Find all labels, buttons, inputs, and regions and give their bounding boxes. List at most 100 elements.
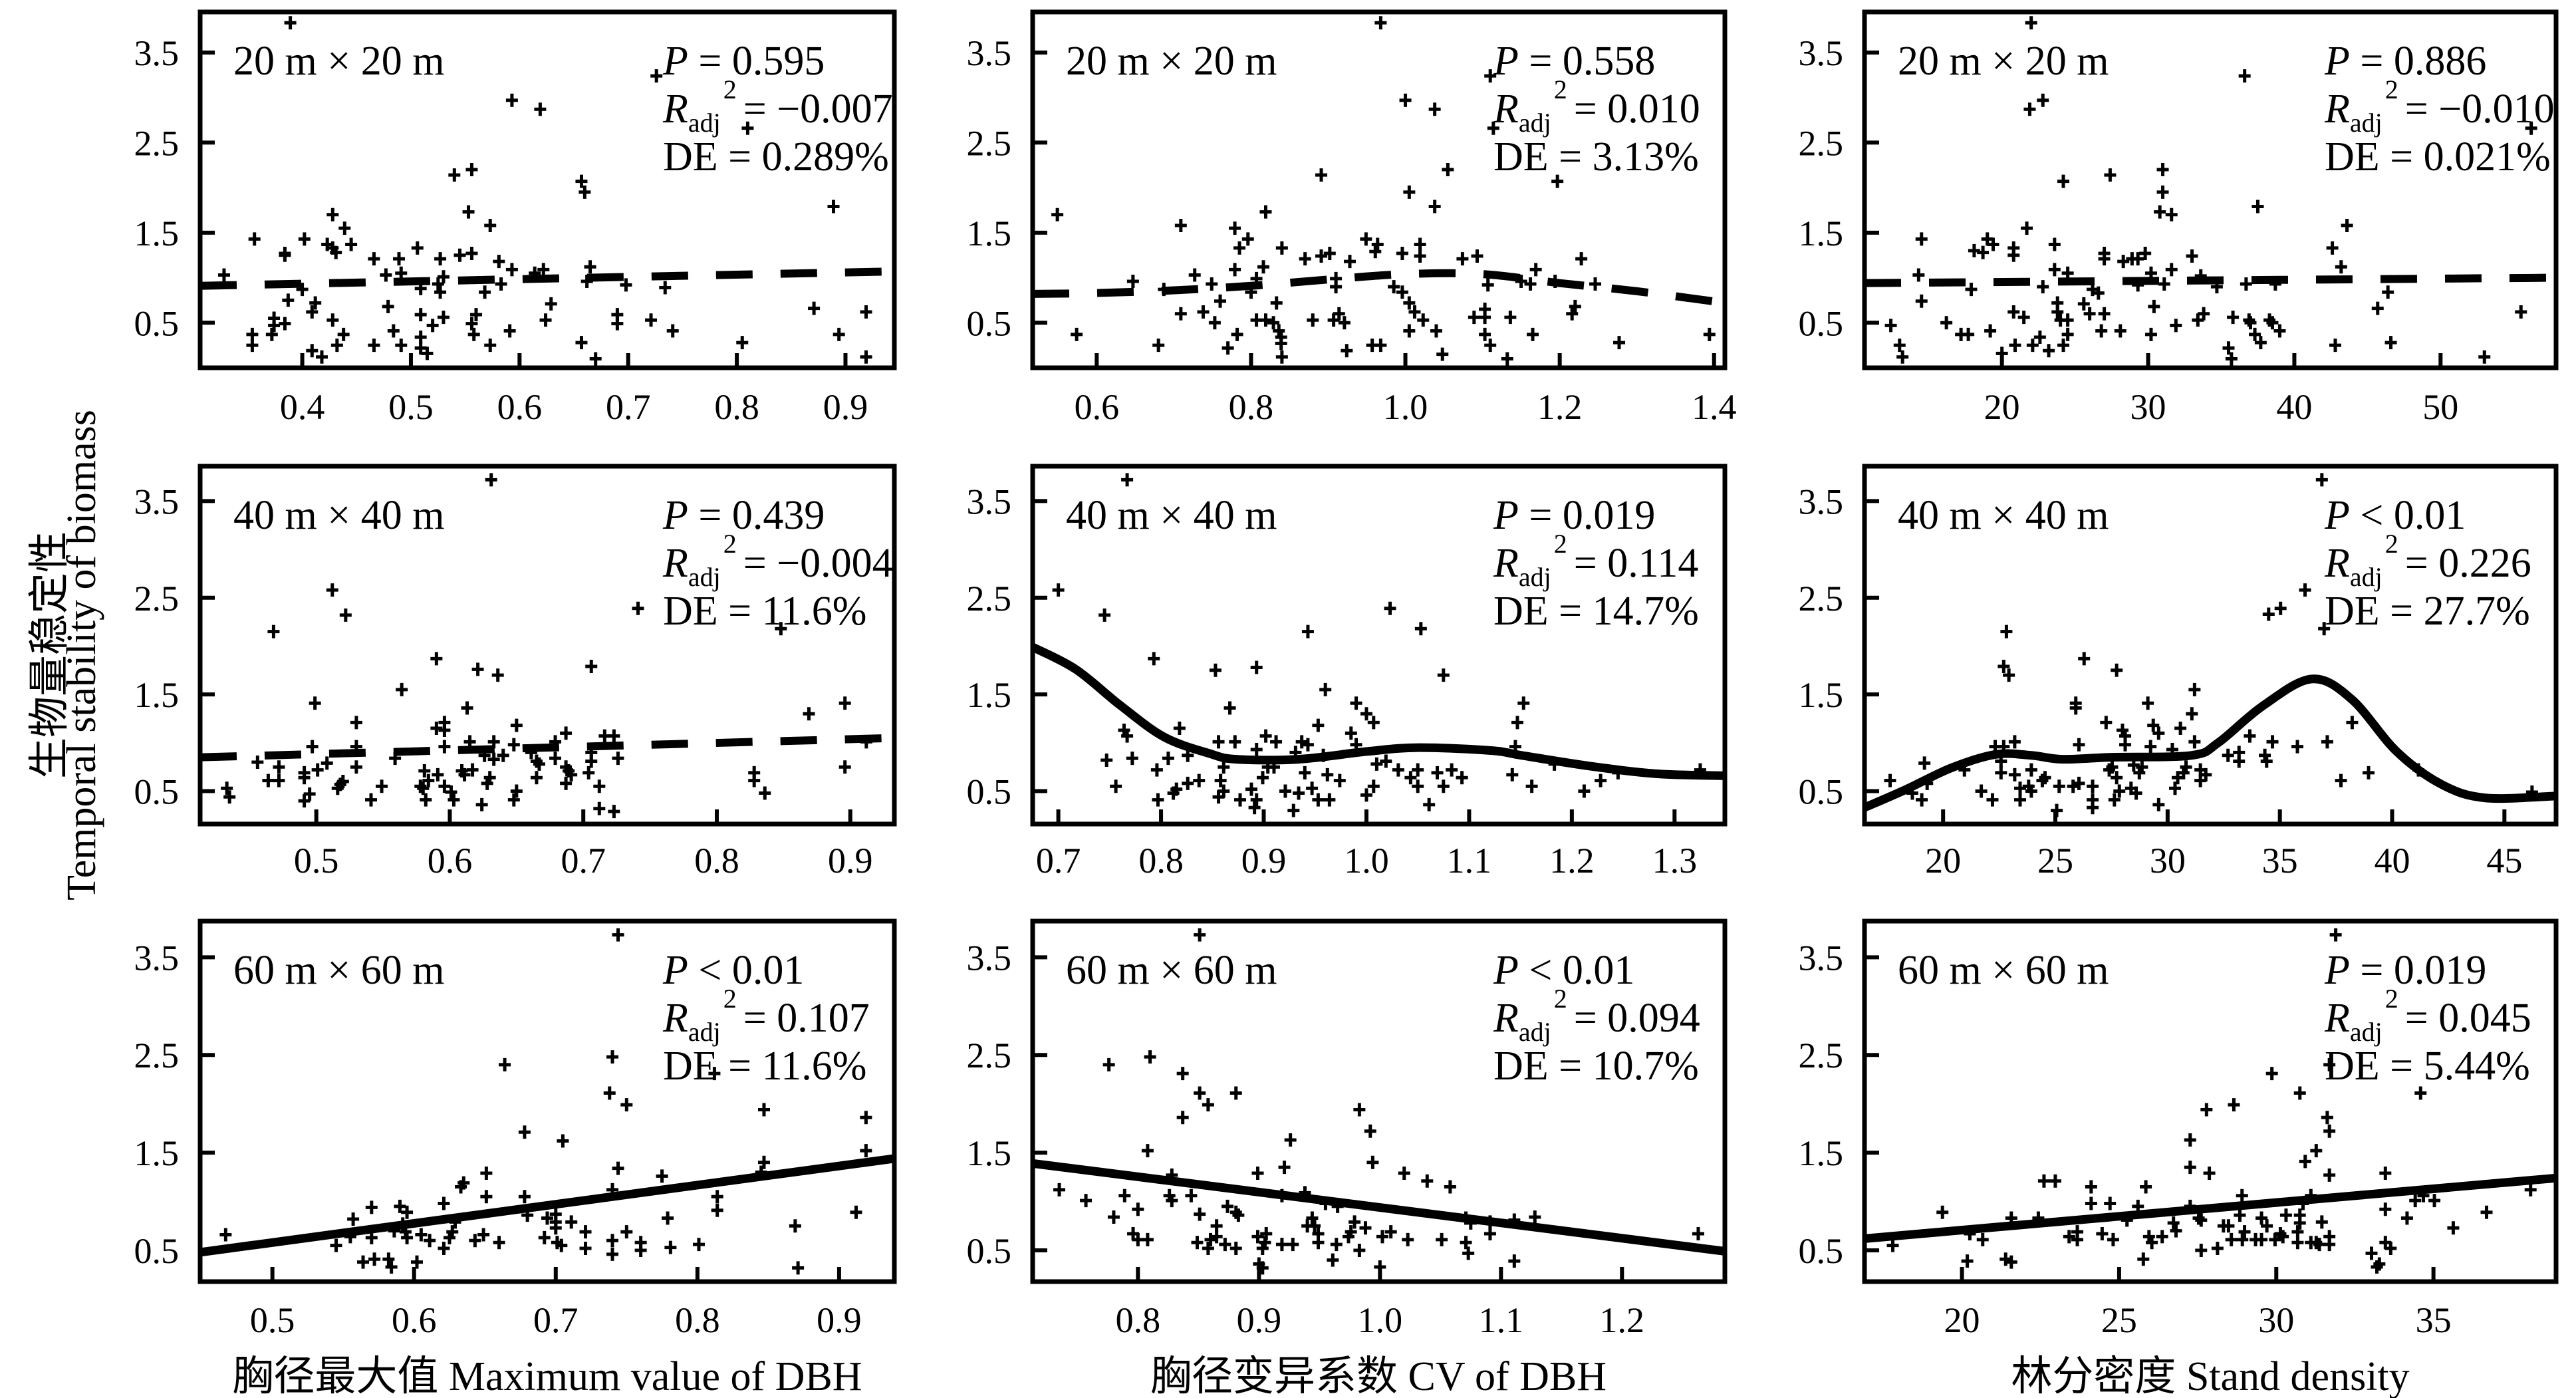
data-point — [1345, 726, 1357, 740]
stat-r-symbol: R — [2324, 541, 2350, 586]
y-tick-label: 2.5 — [134, 123, 180, 163]
data-point — [1341, 344, 1353, 358]
data-point — [2236, 1188, 2248, 1202]
data-point — [1414, 622, 1427, 636]
data-point — [1321, 768, 1334, 781]
data-point — [1595, 773, 1607, 787]
data-point — [1343, 255, 1356, 269]
data-point — [575, 174, 588, 188]
data-point — [2255, 1211, 2268, 1225]
stat-p-value: P < 0.01 — [1493, 948, 1634, 993]
x-tick-label: 0.8 — [714, 387, 759, 427]
data-point — [309, 296, 322, 310]
stat-p-value: P = 0.439 — [662, 493, 825, 538]
data-point — [2382, 285, 2394, 299]
data-point — [1399, 93, 1412, 107]
data-point — [2021, 221, 2033, 235]
data-point — [2073, 776, 2085, 790]
data-point — [1256, 771, 1269, 785]
data-point — [1222, 1199, 1234, 1213]
data-point — [1569, 299, 1581, 313]
data-point — [453, 248, 466, 262]
data-point — [1148, 652, 1160, 666]
x-tick-label: 0.7 — [1036, 841, 1081, 881]
data-points — [1884, 473, 2538, 817]
data-point — [2192, 313, 2204, 327]
stat-r2-adj: Radj2 = −0.004 — [662, 529, 893, 592]
data-point — [1333, 773, 1346, 787]
data-point — [282, 293, 295, 307]
data-point — [2111, 771, 2123, 785]
data-point — [608, 805, 620, 819]
data-point — [2023, 102, 2036, 116]
data-point — [736, 336, 749, 350]
data-point — [1194, 1086, 1206, 1100]
data-point — [2363, 766, 2375, 779]
data-point — [2026, 339, 2039, 352]
y-tick-label: 1.5 — [1799, 1133, 1844, 1173]
fit-line — [1865, 674, 2556, 812]
data-point — [1436, 1232, 1448, 1246]
data-point — [860, 1111, 872, 1125]
data-point — [2200, 1103, 2213, 1117]
data-point — [1209, 663, 1222, 677]
y-tick-label: 1.5 — [1799, 213, 1844, 253]
data-point — [2524, 1183, 2537, 1196]
stat-p-value: P < 0.01 — [662, 948, 804, 993]
data-point — [2096, 1227, 2109, 1241]
panel-density-60: 20 25 30 35 0.5 1.5 2.5 3.5 60 m × 60 m P = 0.019… — [1799, 918, 2559, 1340]
data-point — [666, 324, 679, 338]
x-tick-label: 20 — [1984, 387, 2020, 427]
data-point — [2346, 716, 2359, 730]
data-point — [1275, 1238, 1288, 1252]
y-tick-label: 2.5 — [967, 123, 1012, 163]
data-point — [1229, 735, 1241, 749]
data-point — [387, 324, 400, 338]
data-point — [2222, 1219, 2235, 1233]
data-point — [424, 1234, 436, 1248]
stat-r2-adj: Radj2 = 0.094 — [1493, 984, 1700, 1047]
data-point — [1330, 280, 1343, 294]
data-point — [2014, 793, 2026, 807]
stat-r2-adj: Radj2 = 0.045 — [2324, 984, 2531, 1047]
data-point — [479, 285, 491, 299]
x-tick-label: 0.5 — [250, 1300, 295, 1340]
x-tick-label: 0.8 — [1229, 387, 1274, 427]
x-tick-label: 30 — [2150, 841, 2186, 881]
data-point — [1529, 1210, 1541, 1224]
data-point — [1176, 1111, 1189, 1125]
data-point — [421, 347, 434, 360]
x-tick-label: 0.5 — [388, 387, 434, 427]
data-point — [2100, 716, 2113, 730]
stat-r-subscript: adj — [1519, 108, 1551, 138]
stat-r2-adj: Radj2 = −0.010 — [2324, 74, 2555, 138]
data-point — [2291, 1236, 2304, 1250]
data-point — [1504, 311, 1517, 325]
stat-de: DE = 11.6% — [663, 589, 866, 634]
data-point — [2313, 1238, 2326, 1252]
data-point — [579, 1242, 592, 1256]
data-point — [1206, 277, 1218, 291]
data-point — [1511, 716, 1524, 730]
panel-scale-label: 60 m × 60 m — [233, 948, 444, 993]
data-point — [1896, 350, 1909, 364]
panel-frame — [1030, 918, 1728, 1284]
data-point — [1295, 735, 1308, 749]
data-point — [392, 252, 405, 266]
y-tick-label: 0.5 — [967, 772, 1012, 812]
data-point — [2156, 163, 2169, 177]
data-point — [1977, 245, 1990, 259]
data-point — [422, 773, 435, 787]
y-tick-label: 3.5 — [967, 482, 1012, 521]
panel-frame — [1030, 464, 1728, 827]
data-point — [1182, 776, 1194, 790]
data-point — [1456, 252, 1469, 266]
data-point — [2200, 768, 2212, 781]
data-point — [1293, 786, 1305, 800]
data-point — [1884, 773, 1896, 787]
data-points — [221, 473, 872, 819]
data-point — [1471, 249, 1483, 263]
data-point — [438, 740, 451, 754]
data-point — [1284, 1133, 1297, 1147]
data-point — [1053, 1183, 1066, 1196]
